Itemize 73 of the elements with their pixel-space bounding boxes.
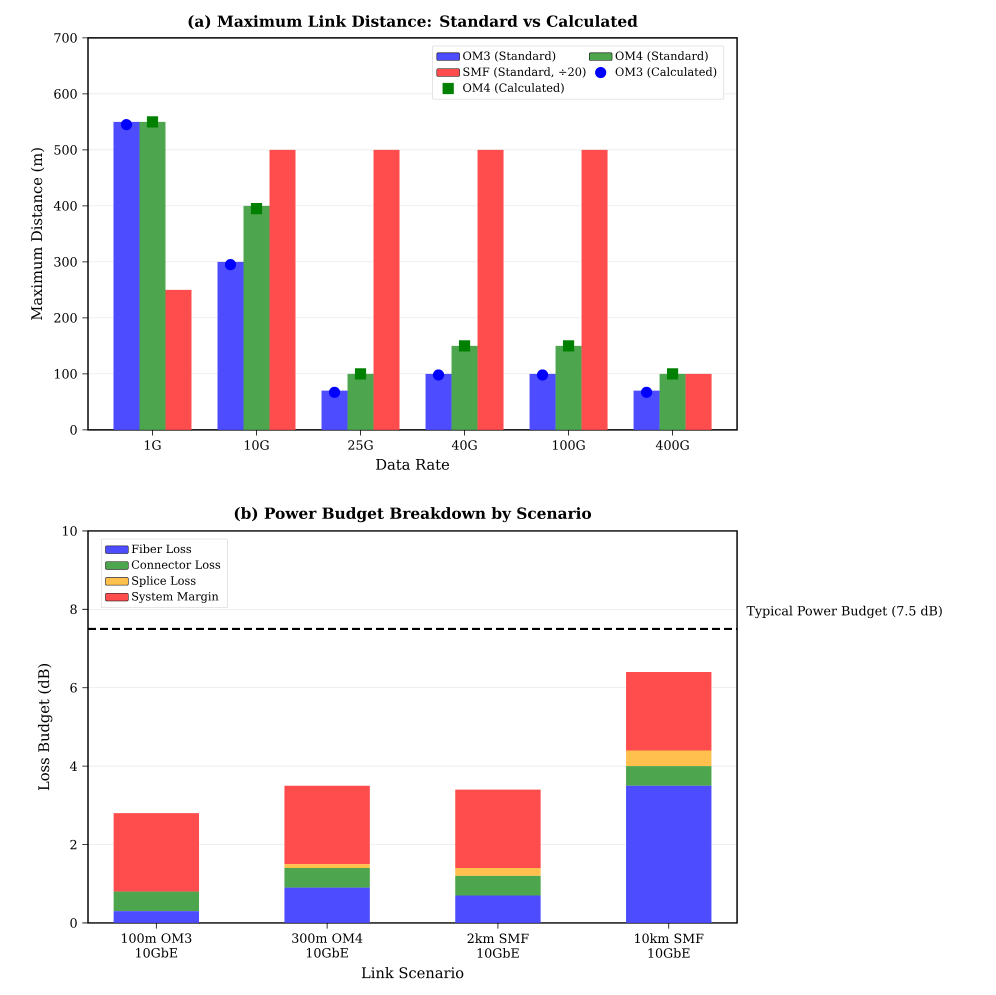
legend-label: SMF (Standard, ÷20) <box>463 67 586 78</box>
bar <box>626 750 712 766</box>
y-axis-title: Maximum Distance (m) <box>30 148 44 320</box>
bar <box>452 346 478 430</box>
y-tick-label: 600 <box>54 89 77 99</box>
legend-label: OM3 (Calculated) <box>616 67 716 78</box>
bar <box>455 896 541 923</box>
x-axis-title: Data Rate <box>376 459 450 470</box>
bar <box>218 262 244 430</box>
x-tick-label: 10km SMF 10GbE <box>635 933 704 958</box>
bar <box>455 868 541 876</box>
legend-label: System Margin <box>132 592 218 603</box>
x-tick-label: 40G <box>452 440 477 450</box>
bar <box>284 868 370 888</box>
bar <box>114 892 200 912</box>
y-tick-label: 400 <box>54 201 77 211</box>
bar <box>374 150 400 430</box>
y-tick-label: 10 <box>63 526 77 536</box>
bar <box>165 290 192 430</box>
bar <box>455 790 541 868</box>
chart-title: (b) Power Budget Breakdown by Scenario <box>234 507 592 522</box>
bar <box>530 374 556 430</box>
bar <box>626 766 712 786</box>
bar <box>284 786 370 864</box>
y-axis-title: Loss Budget (dB) <box>38 664 52 790</box>
bar <box>348 374 374 430</box>
bar <box>114 813 200 892</box>
y-tick-label: 6 <box>70 682 77 693</box>
bar <box>478 150 504 430</box>
y-tick-label: 8 <box>70 604 77 614</box>
bar <box>270 150 296 430</box>
bar <box>139 122 166 430</box>
bar <box>114 911 200 923</box>
bar <box>113 122 140 430</box>
bar <box>626 672 712 750</box>
y-tick-label: 300 <box>54 257 77 267</box>
x-tick-label: 25G <box>348 440 373 450</box>
bar <box>284 864 370 868</box>
bar <box>582 150 608 430</box>
legend-label: Splice Loss <box>132 576 196 588</box>
bar <box>322 390 348 430</box>
bar <box>556 346 582 430</box>
x-tick-label: 1G <box>144 440 161 450</box>
bar <box>634 390 660 430</box>
x-tick-label: 400G <box>656 440 689 450</box>
y-tick-label: 100 <box>54 369 77 379</box>
y-tick-label: 2 <box>70 840 76 850</box>
y-tick-label: 500 <box>54 145 77 155</box>
ref-line-label: Typical Power Budget (7.5 dB) <box>746 606 942 618</box>
bar <box>686 374 712 430</box>
legend-label: OM4 (Standard) <box>616 51 708 62</box>
bar <box>660 374 686 430</box>
bar <box>284 888 370 923</box>
x-tick-label: 300m OM4 10GbE <box>292 933 362 958</box>
chart-title: (a) Maximum Link Distance: Standard vs Calculated <box>188 15 638 30</box>
x-tick-label: 100m OM3 10GbE <box>122 933 192 958</box>
bar <box>626 786 712 923</box>
legend-label: Connector Loss <box>132 560 220 569</box>
y-tick-label: 0 <box>70 918 77 928</box>
y-tick-label: 0 <box>70 425 77 435</box>
bar <box>244 206 270 430</box>
bar <box>455 876 541 896</box>
y-tick-label: 200 <box>54 313 77 323</box>
x-tick-label: 10G <box>244 440 269 450</box>
legend-label: Fiber Loss <box>132 544 192 554</box>
x-axis-title: Link Scenario <box>362 966 464 978</box>
legend-label: OM4 (Calculated) <box>463 83 564 94</box>
legend-label: OM3 (Standard) <box>463 51 556 62</box>
x-tick-label: 2km SMF 10GbE <box>468 933 529 958</box>
y-tick-label: 700 <box>54 33 77 43</box>
bar <box>426 374 452 430</box>
x-tick-label: 100G <box>552 440 585 450</box>
y-tick-label: 4 <box>70 761 77 771</box>
